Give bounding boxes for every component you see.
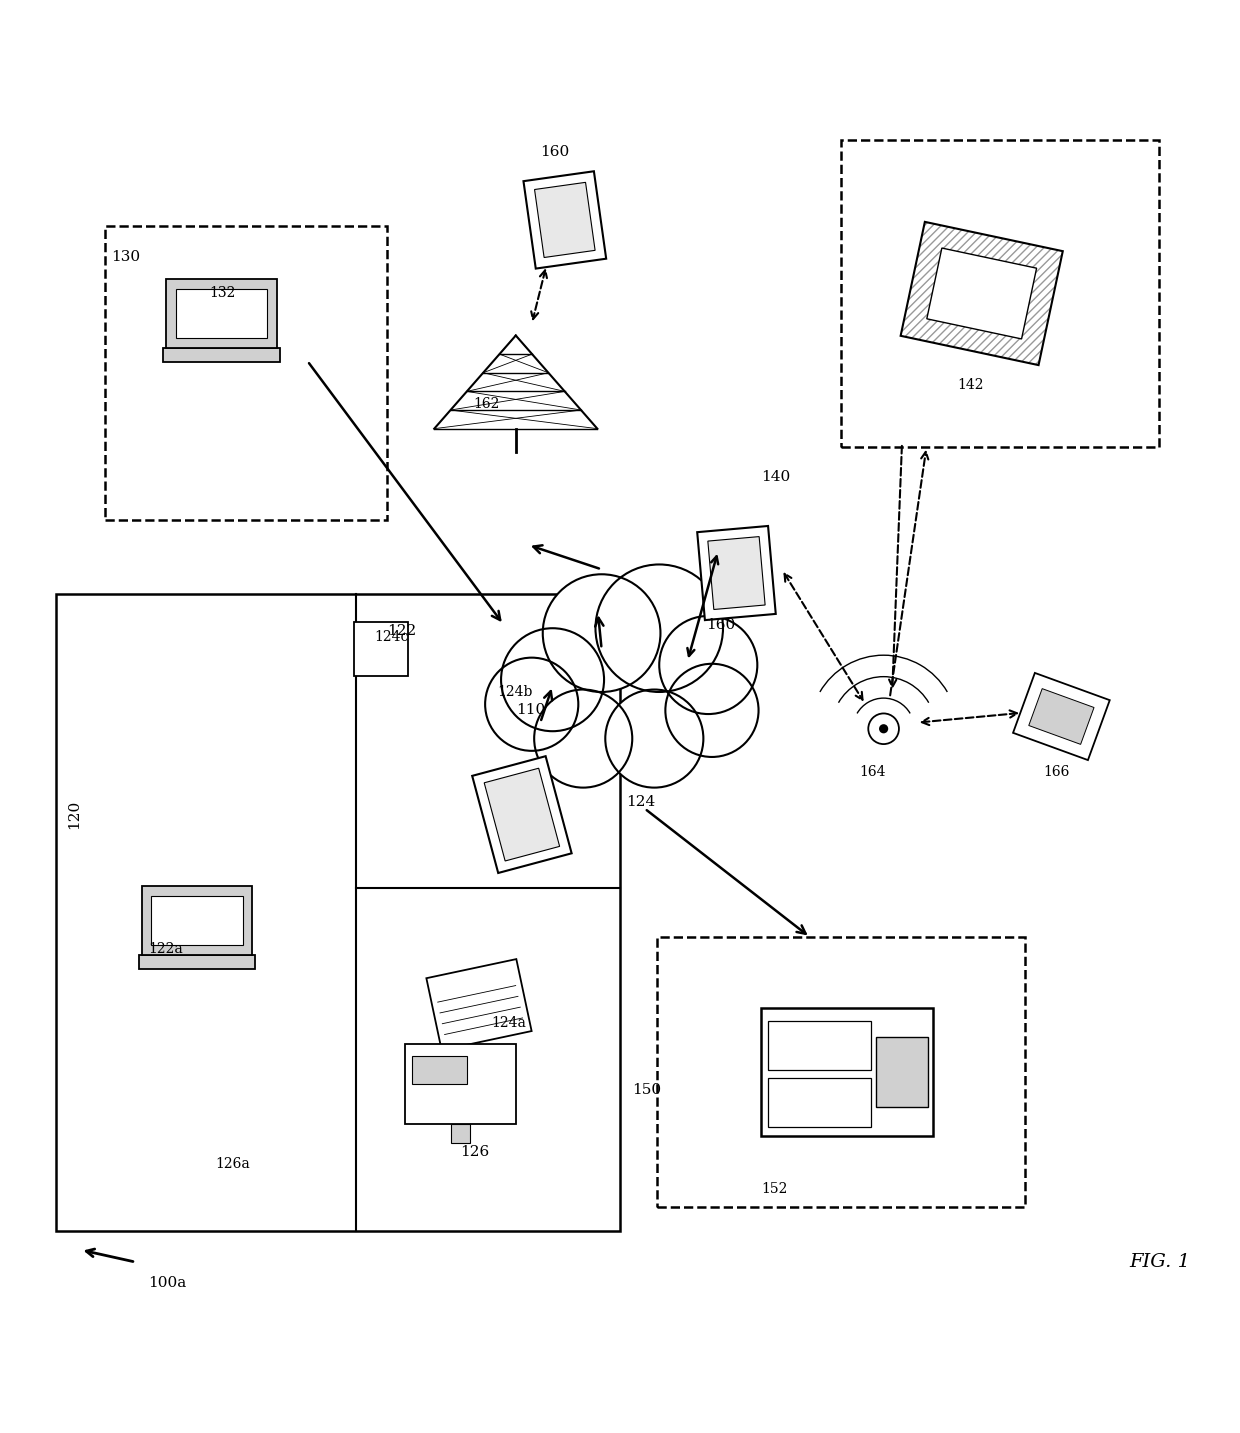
Text: 164: 164 [859, 765, 885, 778]
Text: 122a: 122a [148, 943, 182, 956]
Text: 126: 126 [460, 1145, 490, 1159]
Polygon shape [472, 757, 572, 873]
Text: 124: 124 [626, 795, 656, 810]
Bar [657, 937, 1024, 1207]
Text: 126a: 126a [216, 1156, 250, 1171]
Polygon shape [427, 959, 532, 1050]
Circle shape [501, 628, 604, 731]
Text: 166: 166 [1043, 765, 1069, 778]
Bar [841, 140, 1159, 447]
Bar [105, 226, 387, 520]
Polygon shape [139, 954, 255, 969]
Circle shape [543, 575, 661, 692]
Text: 124b: 124b [497, 685, 533, 699]
Bar [769, 1078, 872, 1126]
Text: 152: 152 [761, 1182, 787, 1195]
Circle shape [485, 658, 578, 751]
Text: 100a: 100a [148, 1275, 186, 1290]
Polygon shape [166, 279, 277, 348]
Text: 124c: 124c [374, 629, 409, 643]
Polygon shape [900, 222, 1063, 365]
Text: 160: 160 [541, 146, 569, 159]
Bar [877, 1036, 928, 1108]
Circle shape [660, 616, 758, 714]
Circle shape [605, 689, 703, 788]
Text: 160: 160 [706, 618, 735, 632]
Bar [451, 1123, 470, 1142]
Polygon shape [926, 248, 1037, 340]
Text: FIG. 1: FIG. 1 [1128, 1252, 1190, 1271]
Text: 142: 142 [957, 378, 983, 393]
Circle shape [666, 663, 759, 757]
Text: 120: 120 [67, 800, 82, 830]
Polygon shape [1013, 674, 1110, 759]
Bar [412, 1056, 466, 1085]
Text: 130: 130 [112, 249, 140, 264]
Text: 150: 150 [632, 1083, 661, 1098]
Text: 122: 122 [387, 623, 417, 638]
Bar [353, 622, 408, 676]
Polygon shape [1029, 689, 1094, 744]
Text: 124a: 124a [491, 1016, 526, 1030]
Text: 132: 132 [210, 287, 236, 301]
Text: 140: 140 [761, 470, 790, 484]
Polygon shape [484, 768, 559, 861]
Bar [769, 1022, 872, 1070]
Polygon shape [708, 536, 765, 609]
Circle shape [534, 689, 632, 788]
Bar [405, 1045, 516, 1123]
Polygon shape [697, 526, 776, 620]
Polygon shape [164, 348, 280, 361]
Text: 110: 110 [516, 704, 546, 718]
Circle shape [868, 714, 899, 744]
Polygon shape [523, 172, 606, 268]
Polygon shape [151, 896, 243, 944]
Polygon shape [534, 182, 595, 258]
Text: 162: 162 [472, 397, 500, 411]
Bar [761, 1007, 932, 1136]
Bar [56, 593, 620, 1231]
Polygon shape [176, 288, 267, 338]
Polygon shape [141, 886, 252, 954]
Circle shape [595, 565, 723, 692]
Circle shape [879, 724, 888, 734]
